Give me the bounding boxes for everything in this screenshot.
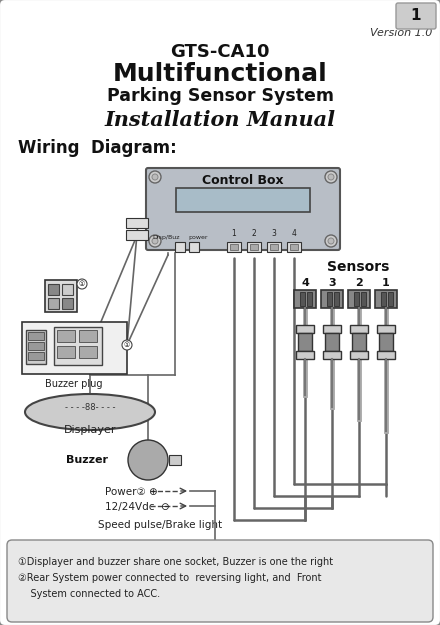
Text: System connected to ACC.: System connected to ACC.	[18, 589, 160, 599]
Circle shape	[328, 238, 334, 244]
Bar	[79, 330, 97, 342]
Bar	[250, 244, 258, 250]
Text: Sensors: Sensors	[327, 260, 389, 274]
Bar	[22, 322, 127, 374]
Bar	[352, 333, 366, 351]
Text: 4: 4	[292, 229, 297, 239]
Bar	[327, 292, 332, 306]
Circle shape	[328, 174, 334, 180]
Text: 4: 4	[301, 278, 309, 288]
Bar	[296, 351, 314, 359]
Bar	[298, 333, 312, 351]
Circle shape	[152, 174, 158, 180]
FancyBboxPatch shape	[396, 3, 436, 29]
Text: 3: 3	[328, 278, 336, 288]
Bar	[294, 290, 316, 308]
Bar	[379, 333, 393, 351]
Bar	[323, 351, 341, 359]
Bar	[48, 298, 59, 309]
Bar	[176, 188, 310, 212]
Bar	[126, 230, 148, 240]
Bar	[381, 292, 386, 306]
Text: 1: 1	[231, 229, 236, 239]
Bar	[247, 242, 261, 252]
Circle shape	[122, 340, 132, 350]
Text: Version 1.0: Version 1.0	[370, 28, 432, 38]
Bar	[267, 242, 281, 252]
FancyBboxPatch shape	[146, 168, 340, 250]
Bar	[354, 292, 359, 306]
Bar	[28, 342, 44, 350]
Text: Wiring  Diagram:: Wiring Diagram:	[18, 139, 177, 157]
Bar	[45, 280, 77, 312]
Bar	[28, 352, 44, 360]
Bar	[175, 242, 185, 252]
Text: power: power	[188, 234, 208, 239]
Bar	[377, 351, 395, 359]
Bar	[334, 292, 339, 306]
Circle shape	[134, 446, 162, 474]
Bar	[307, 292, 312, 306]
Bar	[325, 333, 339, 351]
Bar	[54, 327, 102, 365]
Text: 1: 1	[411, 9, 421, 24]
Text: Buzzer: Buzzer	[66, 455, 108, 465]
Text: ①: ①	[79, 281, 85, 287]
Bar	[79, 346, 97, 358]
Bar	[126, 218, 148, 228]
Circle shape	[325, 171, 337, 183]
Text: - - - -88- - - -: - - - -88- - - -	[65, 404, 115, 412]
Bar	[350, 351, 368, 359]
FancyBboxPatch shape	[7, 540, 433, 622]
Bar	[28, 332, 44, 340]
Text: Installation Manual: Installation Manual	[105, 110, 335, 130]
Bar	[26, 330, 46, 364]
Circle shape	[149, 171, 161, 183]
Text: Buzzer plug: Buzzer plug	[45, 379, 103, 389]
Bar	[270, 244, 278, 250]
Bar	[57, 330, 75, 342]
Bar	[388, 292, 393, 306]
Bar	[290, 244, 298, 250]
Ellipse shape	[25, 394, 155, 430]
Bar	[227, 242, 241, 252]
Bar	[350, 325, 368, 333]
Bar	[189, 242, 199, 252]
Bar	[377, 325, 395, 333]
Text: Multifunctional: Multifunctional	[113, 62, 327, 86]
Text: 12/24Vdc  ⊖: 12/24Vdc ⊖	[105, 502, 170, 512]
Circle shape	[128, 440, 168, 480]
Circle shape	[143, 455, 153, 465]
Bar	[48, 284, 59, 295]
Bar	[169, 455, 181, 465]
Bar	[348, 290, 370, 308]
Circle shape	[152, 238, 158, 244]
Circle shape	[149, 235, 161, 247]
Bar	[296, 325, 314, 333]
Circle shape	[325, 235, 337, 247]
Bar	[321, 290, 343, 308]
Text: Parking Sensor System: Parking Sensor System	[106, 87, 334, 105]
Bar	[57, 346, 75, 358]
Text: Disp/Buz: Disp/Buz	[152, 234, 180, 239]
Text: Power② ⊕: Power② ⊕	[105, 487, 158, 497]
Text: Displayer: Displayer	[64, 425, 116, 435]
Text: ①Displayer and buzzer share one socket, Buzzer is one the right: ①Displayer and buzzer share one socket, …	[18, 557, 333, 567]
Text: ①: ①	[124, 342, 130, 348]
Bar	[300, 292, 305, 306]
Circle shape	[139, 451, 157, 469]
Text: ②Rear System power connected to  reversing light, and  Front: ②Rear System power connected to reversin…	[18, 573, 322, 583]
Bar	[62, 284, 73, 295]
Bar	[287, 242, 301, 252]
Bar	[361, 292, 366, 306]
Bar	[375, 290, 397, 308]
Circle shape	[77, 279, 87, 289]
Bar	[62, 298, 73, 309]
Text: GTS-CA10: GTS-CA10	[170, 43, 270, 61]
Text: Control Box: Control Box	[202, 174, 284, 188]
Text: 1: 1	[382, 278, 390, 288]
Text: 2: 2	[252, 229, 257, 239]
Bar	[230, 244, 238, 250]
Text: 2: 2	[355, 278, 363, 288]
